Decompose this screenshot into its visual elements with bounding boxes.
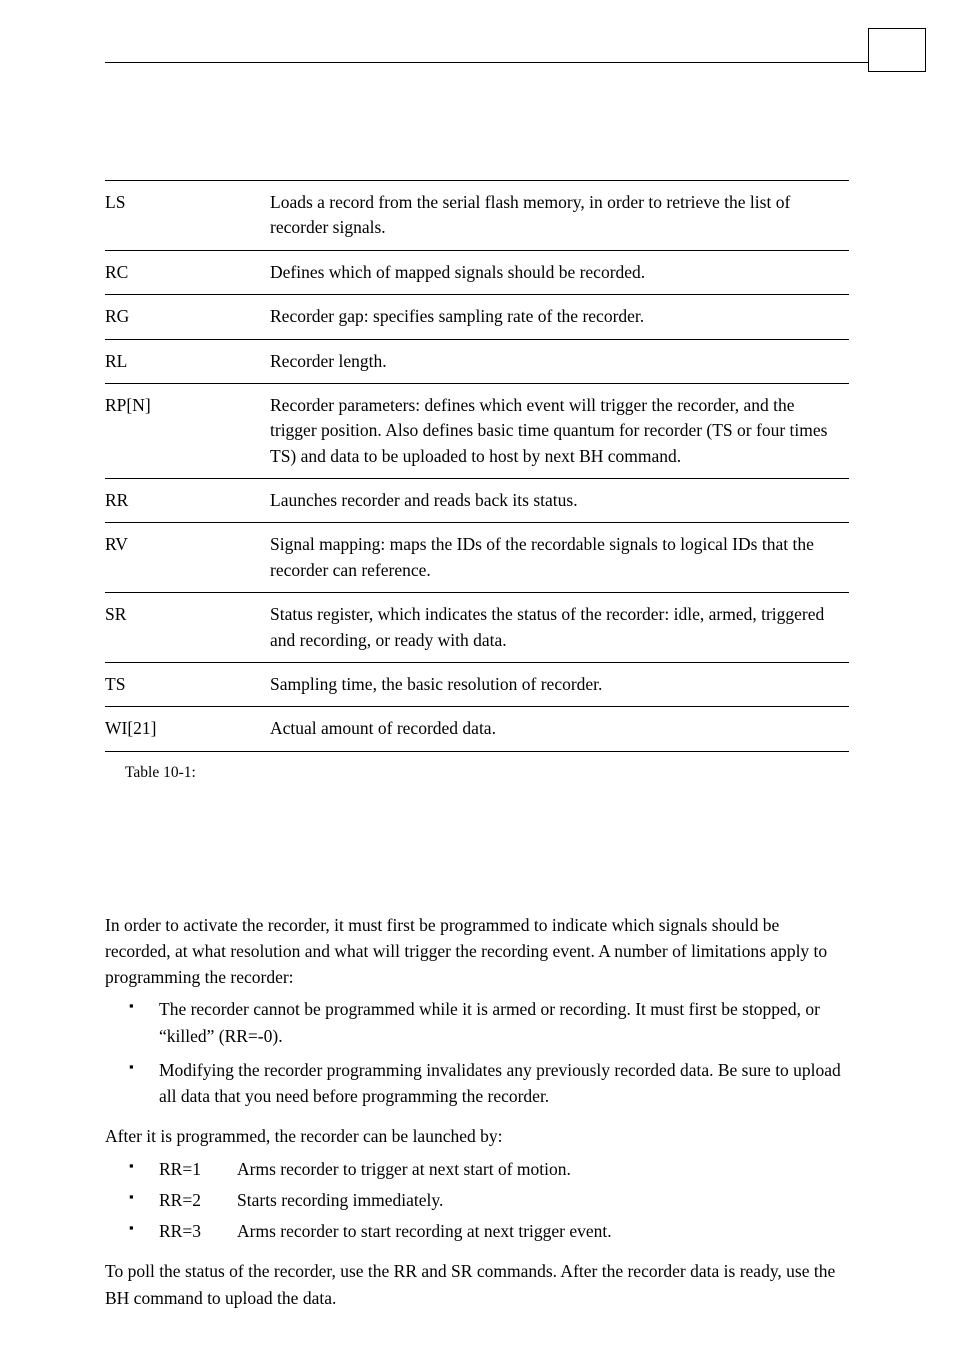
description-cell: Recorder gap: specifies sampling rate of… (270, 295, 849, 339)
description-cell: Recorder parameters: defines which event… (270, 383, 849, 478)
description-cell: Launches recorder and reads back its sta… (270, 479, 849, 523)
page-content: LSLoads a record from the serial flash m… (0, 70, 954, 1311)
commands-table: LSLoads a record from the serial flash m… (105, 180, 849, 752)
command-cell: RP[N] (105, 383, 270, 478)
limitations-list: The recorder cannot be programmed while … (129, 996, 849, 1109)
list-item: RR=1Arms recorder to trigger at next sta… (129, 1156, 849, 1182)
rr-value: Arms recorder to trigger at next start o… (237, 1159, 571, 1179)
command-cell: RC (105, 250, 270, 294)
command-cell: LS (105, 181, 270, 251)
after-program-paragraph: After it is programmed, the recorder can… (105, 1123, 849, 1149)
description-cell: Recorder length. (270, 339, 849, 383)
intro-paragraph: In order to activate the recorder, it mu… (105, 912, 849, 991)
rr-list: RR=1Arms recorder to trigger at next sta… (129, 1156, 849, 1245)
table-row: RGRecorder gap: specifies sampling rate … (105, 295, 849, 339)
header-rule (105, 62, 926, 63)
table-row: TSSampling time, the basic resolution of… (105, 662, 849, 706)
command-cell: TS (105, 662, 270, 706)
list-item: The recorder cannot be programmed while … (129, 996, 849, 1049)
command-cell: RV (105, 523, 270, 593)
command-cell: RL (105, 339, 270, 383)
description-cell: Defines which of mapped signals should b… (270, 250, 849, 294)
rr-key: RR=2 (159, 1187, 237, 1213)
table-row: RLRecorder length. (105, 339, 849, 383)
table-row: RCDefines which of mapped signals should… (105, 250, 849, 294)
description-cell: Loads a record from the serial flash mem… (270, 181, 849, 251)
command-cell: WI[21] (105, 707, 270, 751)
table-row: RP[N]Recorder parameters: defines which … (105, 383, 849, 478)
command-cell: SR (105, 593, 270, 663)
description-cell: Signal mapping: maps the IDs of the reco… (270, 523, 849, 593)
rr-key: RR=1 (159, 1156, 237, 1182)
command-cell: RR (105, 479, 270, 523)
rr-value: Starts recording immediately. (237, 1190, 443, 1210)
description-cell: Sampling time, the basic resolution of r… (270, 662, 849, 706)
table-row: RVSignal mapping: maps the IDs of the re… (105, 523, 849, 593)
page-header (0, 0, 954, 70)
rr-value: Arms recorder to start recording at next… (237, 1221, 612, 1241)
header-box (868, 28, 926, 72)
table-row: RRLaunches recorder and reads back its s… (105, 479, 849, 523)
table-row: WI[21]Actual amount of recorded data. (105, 707, 849, 751)
command-cell: RG (105, 295, 270, 339)
list-item: RR=2Starts recording immediately. (129, 1187, 849, 1213)
list-item: RR=3Arms recorder to start recording at … (129, 1218, 849, 1244)
body-section: In order to activate the recorder, it mu… (105, 912, 849, 1311)
table-row: LSLoads a record from the serial flash m… (105, 181, 849, 251)
table-caption: Table 10-1: (125, 764, 849, 782)
closing-paragraph: To poll the status of the recorder, use … (105, 1258, 849, 1311)
rr-key: RR=3 (159, 1218, 237, 1244)
table-row: SRStatus register, which indicates the s… (105, 593, 849, 663)
list-item: Modifying the recorder programming inval… (129, 1057, 849, 1110)
description-cell: Actual amount of recorded data. (270, 707, 849, 751)
description-cell: Status register, which indicates the sta… (270, 593, 849, 663)
